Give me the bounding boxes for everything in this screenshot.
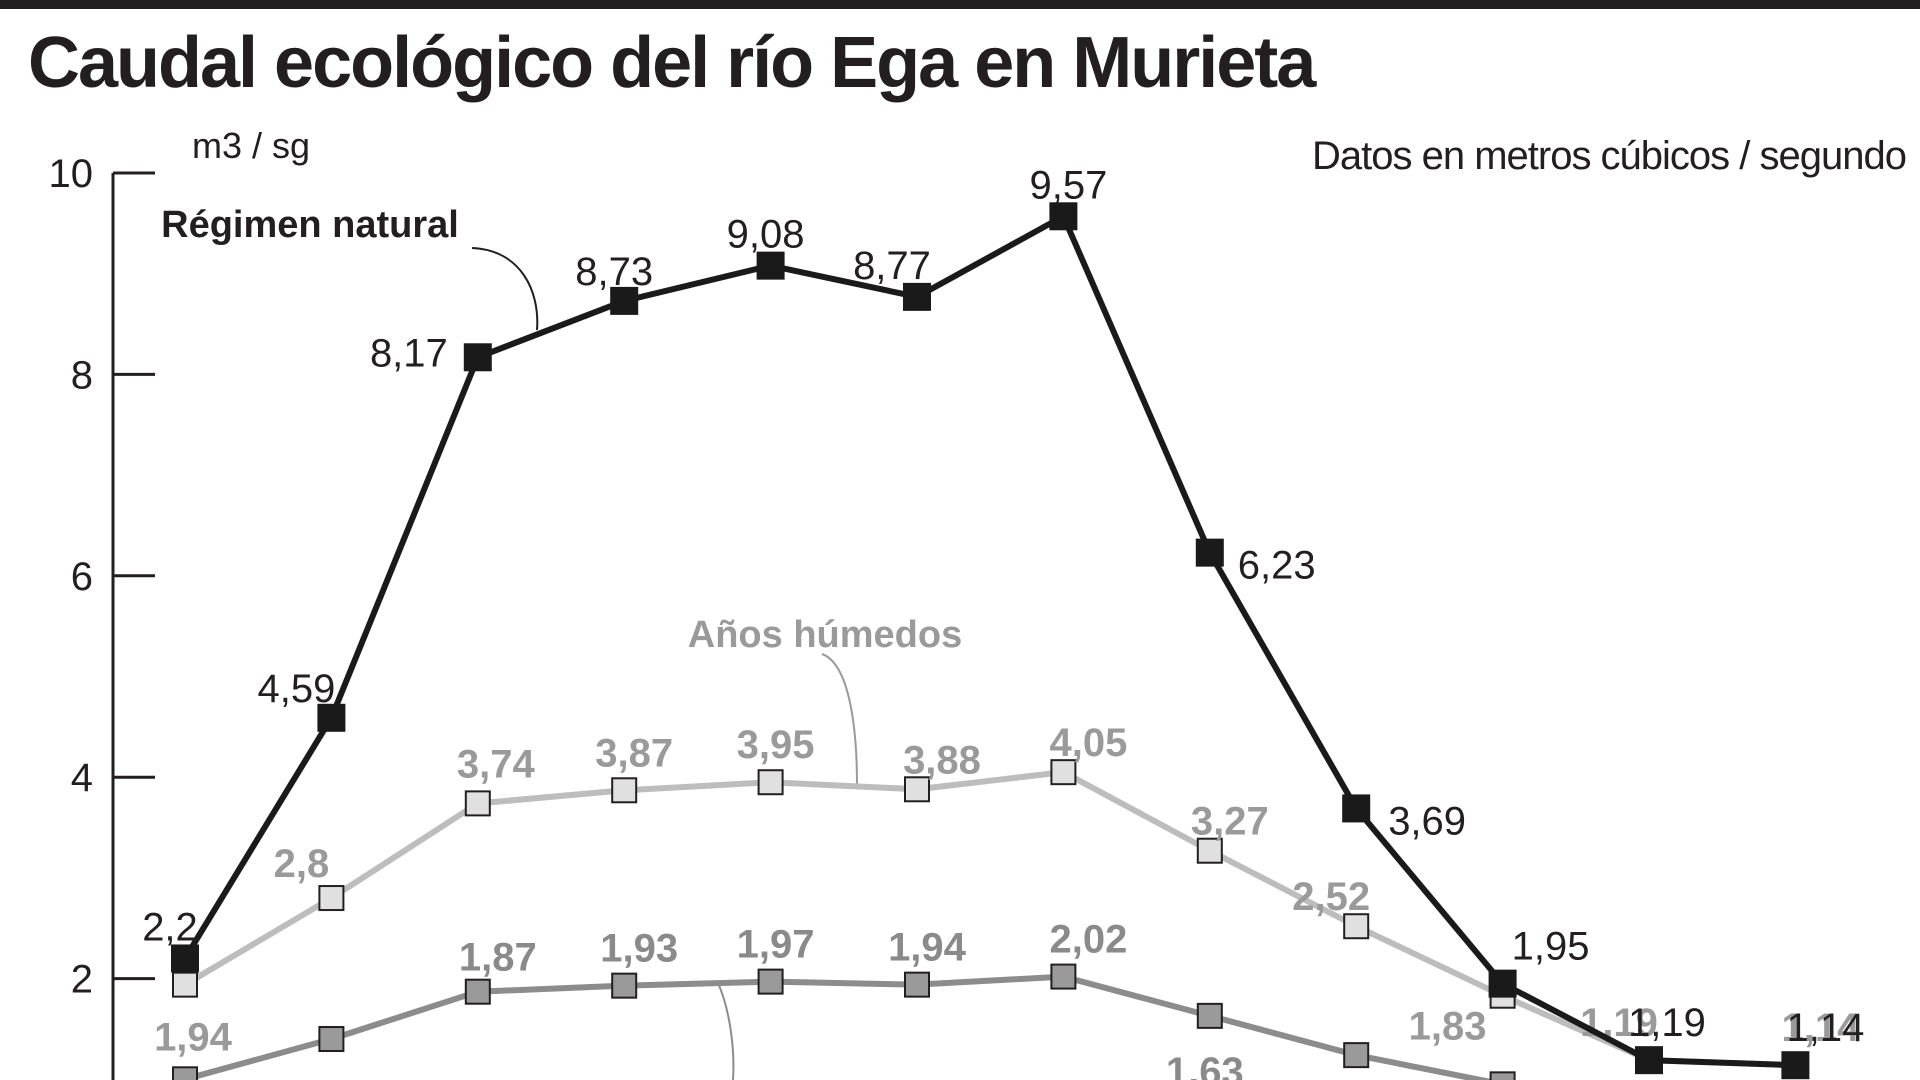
- units-note: Datos en metros cúbicos / segundo: [1311, 134, 1907, 178]
- series-0-value-label-0: 2,2: [142, 905, 198, 949]
- series-layer: 1,4 1,87 1,93 1,97 1,94 2,02 1,63 1,94 2,8 3,74 3,…: [142, 163, 1864, 1080]
- series-0-line: [182, 213, 1796, 1069]
- natural-callout-line: [471, 247, 539, 331]
- series-2-point-4: [757, 968, 784, 995]
- y-axis-unit: m3 / sg: [192, 125, 310, 166]
- dry-callout-line: [717, 982, 735, 1080]
- series-2-value-label-1: 1,4: [314, 1073, 370, 1080]
- series-2-point-1: [318, 1026, 345, 1053]
- series-0-name-label: Régimen natural: [161, 204, 459, 246]
- series-1-point-3: [611, 777, 638, 804]
- humid-callout-line: [821, 653, 858, 786]
- series-1-point-7: [1196, 837, 1223, 864]
- series-2-value-label-7: 1,63: [1166, 1050, 1244, 1080]
- series-0-point-7: [1195, 538, 1224, 567]
- y-axis: 2 4 6 8 10 m3 / sg: [49, 125, 310, 1080]
- series-2-point-5: [904, 971, 930, 998]
- series-2-point-7: [1196, 1002, 1223, 1029]
- series-2-point-2: [464, 978, 491, 1005]
- series-1-value-label-3: 3,87: [595, 731, 673, 775]
- series-0-value-label-7: 6,23: [1238, 544, 1316, 588]
- series-0-point-11: [1781, 1051, 1810, 1080]
- chart-title: Caudal ecológico del río Ega en Murieta: [28, 23, 1316, 103]
- series-2-point-0: [172, 1066, 198, 1080]
- series-0-value-label-3: 8,73: [575, 250, 653, 294]
- series-0-value-label-4: 9,08: [727, 213, 805, 257]
- series-0-point-6: [1049, 202, 1078, 231]
- y-tick-label-6: 6: [71, 555, 93, 599]
- series-1-value-label-2: 3,74: [457, 742, 536, 786]
- series-2-value-label-6: 2,02: [1049, 918, 1127, 962]
- series-1-point-4: [757, 769, 784, 796]
- series-0-point-9: [1488, 969, 1517, 998]
- y-tick-label-2: 2: [71, 958, 93, 1002]
- series-1-value-label-11: 1,14: [1781, 1006, 1860, 1050]
- series-0-point-3: [610, 286, 639, 315]
- top-rule: [0, 0, 1920, 9]
- series-2-point-3: [611, 972, 638, 999]
- series-1-value-label-7: 3,27: [1191, 800, 1269, 844]
- series-callouts: [471, 247, 858, 1080]
- series-0-value-label-10: 1,19: [1628, 1001, 1706, 1045]
- series-2-value-label-4: 1,97: [737, 923, 815, 967]
- series-0-value-label-6: 9,57: [1029, 163, 1107, 207]
- series-1-point-1: [318, 885, 345, 912]
- series-2-point-6: [1050, 963, 1077, 990]
- series-1-value-label-4: 3,95: [737, 723, 815, 767]
- series-1-value-label-8: 2,52: [1292, 875, 1370, 919]
- y-tick-label-4: 4: [71, 756, 93, 800]
- series-0-value-label-2: 8,17: [370, 331, 448, 375]
- series-0-value-label-8: 3,69: [1388, 799, 1466, 843]
- series-2-point-9: [1489, 1071, 1516, 1080]
- series-1-point-2: [464, 790, 491, 817]
- series-1: 1,942,83,74 3,87 3,95 3,88 4,053,272,521,83 1…: [154, 614, 1860, 1079]
- series-2: 1,4 1,87 1,93 1,97 1,94 2,02 1,63: [172, 918, 1516, 1080]
- series-1-point-0: [172, 971, 198, 998]
- series-0-point-0: [171, 944, 199, 973]
- series-0: 2,24,598,178,739,088,779,576,233,691,951…: [142, 163, 1864, 1080]
- series-2-value-label-3: 1,93: [600, 927, 678, 971]
- series-1-value-label-6: 4,05: [1049, 721, 1127, 765]
- series-1-point-8: [1343, 913, 1370, 940]
- series-0-value-label-11: 1,14: [1786, 1006, 1864, 1050]
- series-1-value-label-5: 3,88: [903, 738, 981, 782]
- series-1-line: [183, 769, 1796, 1069]
- series-1-name-label: Años húmedos: [688, 614, 962, 656]
- series-2-line: [184, 973, 1497, 1080]
- series-0-value-label-9: 1,95: [1512, 925, 1590, 969]
- series-0-point-8: [1342, 794, 1371, 823]
- series-2-value-label-5: 1,94: [888, 926, 967, 970]
- y-tick-label-8: 8: [71, 353, 93, 397]
- y-tick-label-10: 10: [49, 152, 94, 196]
- series-0-point-1: [317, 703, 346, 732]
- series-0-point-2: [463, 343, 492, 372]
- series-1-value-label-10: 1,19: [1580, 1001, 1658, 1045]
- series-0-point-5: [903, 282, 931, 311]
- series-2-value-label-2: 1,87: [459, 936, 537, 980]
- series-0-value-label-1: 4,59: [257, 667, 335, 711]
- series-1-value-label-1: 2,8: [274, 842, 330, 886]
- series-1-point-5: [904, 776, 930, 803]
- series-0-value-label-5: 8,77: [853, 244, 931, 288]
- series-0-point-10: [1635, 1046, 1663, 1075]
- series-2-point-8: [1343, 1042, 1370, 1069]
- series-1-value-label-9: 1,83: [1409, 1005, 1487, 1049]
- series-1-value-label-0: 1,94: [154, 1016, 233, 1060]
- series-0-point-4: [756, 251, 785, 280]
- series-1-point-6: [1050, 759, 1077, 786]
